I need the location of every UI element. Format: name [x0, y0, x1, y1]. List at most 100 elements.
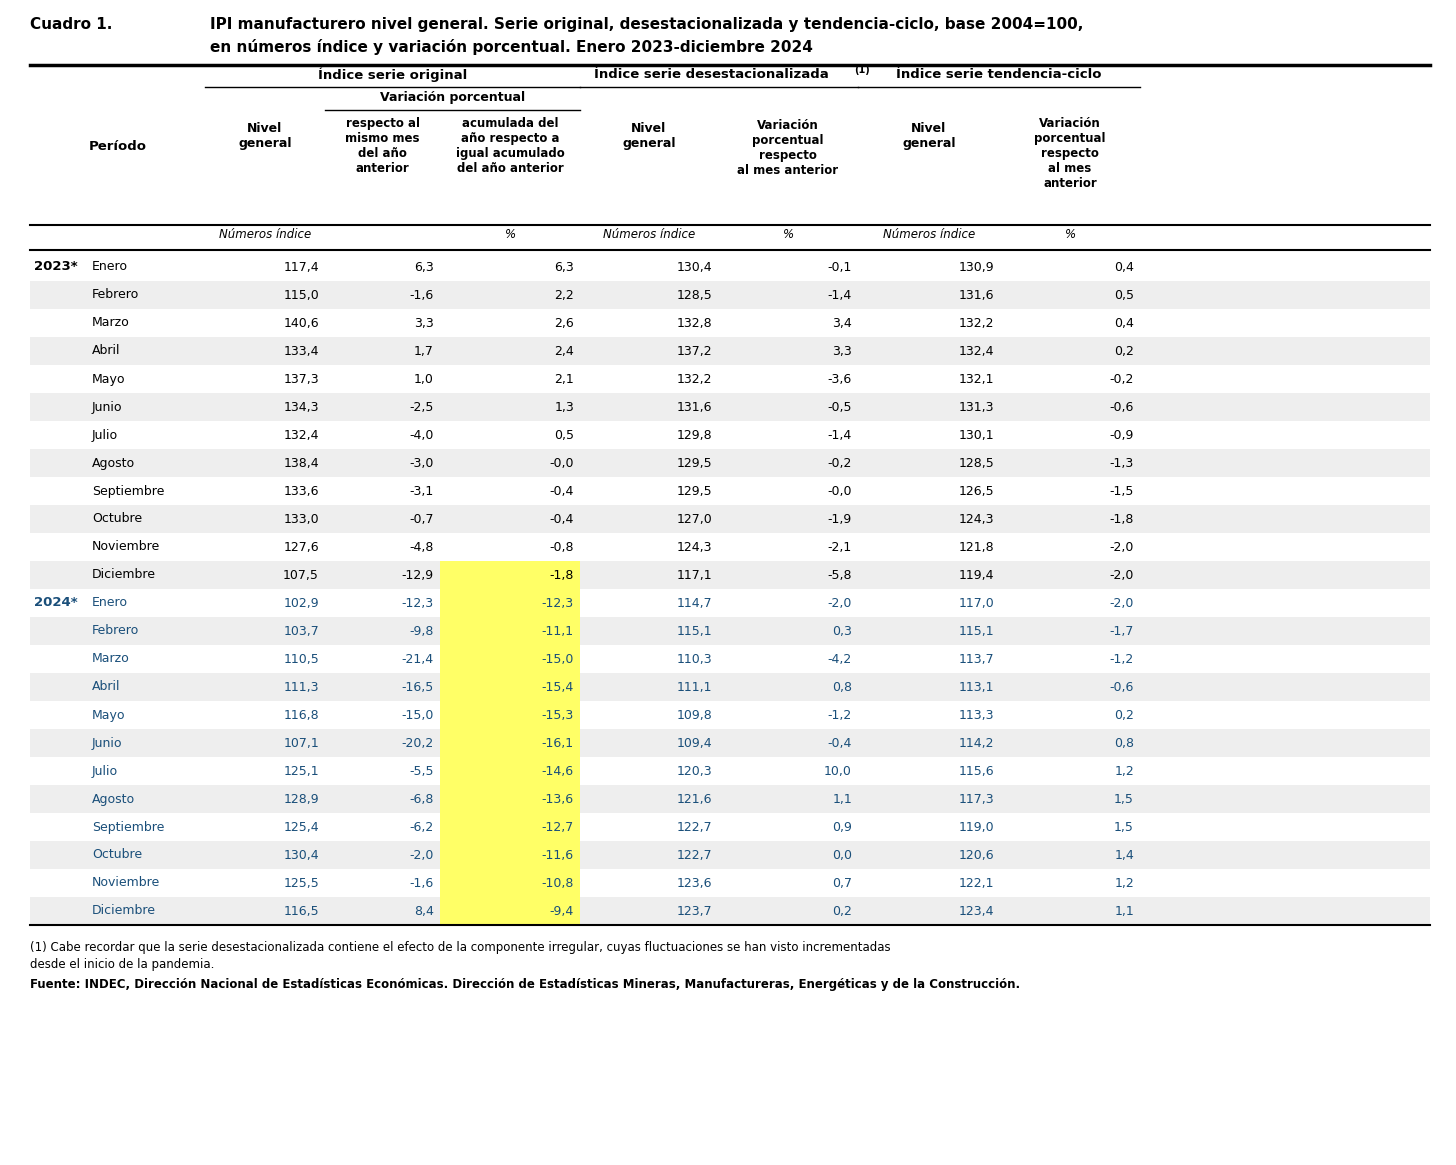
Text: %: % [504, 228, 515, 241]
Text: -2,5: -2,5 [409, 401, 434, 414]
Text: 1,0: 1,0 [414, 373, 434, 386]
Text: -5,5: -5,5 [409, 764, 434, 777]
Bar [31, 562, 1430, 589]
Bar [31, 645, 1430, 673]
Text: -1,7: -1,7 [1109, 624, 1134, 637]
Text: 129,8: 129,8 [677, 429, 712, 442]
Text: -1,2: -1,2 [828, 708, 852, 721]
Text: Nivel
general: Nivel general [903, 122, 955, 150]
Bar [440, 673, 579, 701]
Text: 6,3: 6,3 [415, 261, 434, 274]
Text: 132,4: 132,4 [958, 345, 994, 358]
Text: 117,1: 117,1 [677, 569, 712, 581]
Text: 133,6: 133,6 [284, 485, 319, 497]
Text: -1,6: -1,6 [409, 876, 434, 890]
Text: Abril: Abril [92, 680, 121, 693]
Text: 2,2: 2,2 [555, 289, 574, 302]
Text: 128,5: 128,5 [676, 289, 712, 302]
Text: 1,4: 1,4 [1114, 848, 1134, 861]
Text: -13,6: -13,6 [542, 792, 574, 805]
Text: -1,3: -1,3 [1109, 457, 1134, 469]
Bar [440, 785, 579, 813]
Text: Agosto: Agosto [92, 792, 135, 805]
Bar [440, 589, 579, 617]
Text: 131,6: 131,6 [677, 401, 712, 414]
Text: 1,5: 1,5 [1114, 792, 1134, 805]
Text: %: % [782, 228, 794, 241]
Text: Fuente: INDEC, Dirección Nacional de Estadísticas Económicas. Dirección de Estad: Fuente: INDEC, Dirección Nacional de Est… [31, 977, 1021, 991]
Text: 119,0: 119,0 [958, 820, 994, 833]
Text: 123,7: 123,7 [677, 904, 712, 918]
Text: -11,6: -11,6 [542, 848, 574, 861]
Text: -6,8: -6,8 [409, 792, 434, 805]
Text: Índice serie original: Índice serie original [317, 68, 467, 83]
Text: 121,8: 121,8 [958, 541, 994, 553]
Text: 122,7: 122,7 [677, 820, 712, 833]
Text: -12,9: -12,9 [402, 569, 434, 581]
Text: -0,6: -0,6 [1109, 680, 1134, 693]
Text: Octubre: Octubre [92, 848, 143, 861]
Text: Números índice: Números índice [218, 228, 312, 241]
Bar [440, 813, 579, 841]
Text: 0,7: 0,7 [831, 876, 852, 890]
Bar [31, 841, 1430, 869]
Text: 113,7: 113,7 [958, 652, 994, 665]
Text: 6,3: 6,3 [555, 261, 574, 274]
Bar [31, 365, 1430, 393]
Text: -1,2: -1,2 [1109, 652, 1134, 665]
Text: 0,4: 0,4 [1114, 317, 1134, 330]
Text: -0,7: -0,7 [409, 513, 434, 525]
Text: Nivel
general: Nivel general [239, 122, 291, 150]
Text: Variación
porcentual
respecto
al mes anterior: Variación porcentual respecto al mes ant… [737, 119, 839, 177]
Text: Enero: Enero [92, 596, 128, 609]
Text: Variación
porcentual
respecto
al mes
anterior: Variación porcentual respecto al mes ant… [1034, 116, 1105, 190]
Text: -4,0: -4,0 [409, 429, 434, 442]
Text: -3,6: -3,6 [828, 373, 852, 386]
Text: 140,6: 140,6 [284, 317, 319, 330]
Text: -1,9: -1,9 [828, 513, 852, 525]
Text: Diciembre: Diciembre [92, 904, 156, 918]
Text: 102,9: 102,9 [284, 596, 319, 609]
Text: 107,1: 107,1 [284, 736, 319, 749]
Text: 3,3: 3,3 [415, 317, 434, 330]
Text: 1,7: 1,7 [414, 345, 434, 358]
Bar [440, 562, 579, 589]
Text: 122,1: 122,1 [958, 876, 994, 890]
Text: Noviembre: Noviembre [92, 541, 160, 553]
Text: 137,2: 137,2 [677, 345, 712, 358]
Text: 116,8: 116,8 [284, 708, 319, 721]
Text: 131,3: 131,3 [958, 401, 994, 414]
Bar [31, 393, 1430, 421]
Text: -15,3: -15,3 [542, 708, 574, 721]
Text: 107,5: 107,5 [282, 569, 319, 581]
Text: 1,1: 1,1 [1114, 904, 1134, 918]
Text: -2,0: -2,0 [1109, 596, 1134, 609]
Text: 2,4: 2,4 [555, 345, 574, 358]
Text: (1): (1) [855, 65, 869, 75]
Text: 3,3: 3,3 [833, 345, 852, 358]
Text: Números índice: Números índice [603, 228, 695, 241]
Text: Agosto: Agosto [92, 457, 135, 469]
Text: 132,1: 132,1 [958, 373, 994, 386]
Text: Julio: Julio [92, 764, 118, 777]
Text: Período: Período [89, 141, 147, 154]
Text: 10,0: 10,0 [824, 764, 852, 777]
Text: 0,9: 0,9 [833, 820, 852, 833]
Text: -0,2: -0,2 [1109, 373, 1134, 386]
Text: Nivel
general: Nivel general [622, 122, 676, 150]
Text: 130,4: 130,4 [284, 848, 319, 861]
Text: 138,4: 138,4 [284, 457, 319, 469]
Text: Febrero: Febrero [92, 289, 140, 302]
Text: acumulada del
año respecto a
igual acumulado
del año anterior: acumulada del año respecto a igual acumu… [456, 116, 565, 175]
Text: 132,2: 132,2 [958, 317, 994, 330]
Text: 128,5: 128,5 [958, 457, 994, 469]
Bar [440, 841, 579, 869]
Bar [31, 476, 1430, 504]
Text: 121,6: 121,6 [677, 792, 712, 805]
Text: -21,4: -21,4 [402, 652, 434, 665]
Bar [440, 701, 579, 729]
Text: 125,1: 125,1 [284, 764, 319, 777]
Text: -20,2: -20,2 [402, 736, 434, 749]
Text: 0,4: 0,4 [1114, 261, 1134, 274]
Bar [31, 504, 1430, 534]
